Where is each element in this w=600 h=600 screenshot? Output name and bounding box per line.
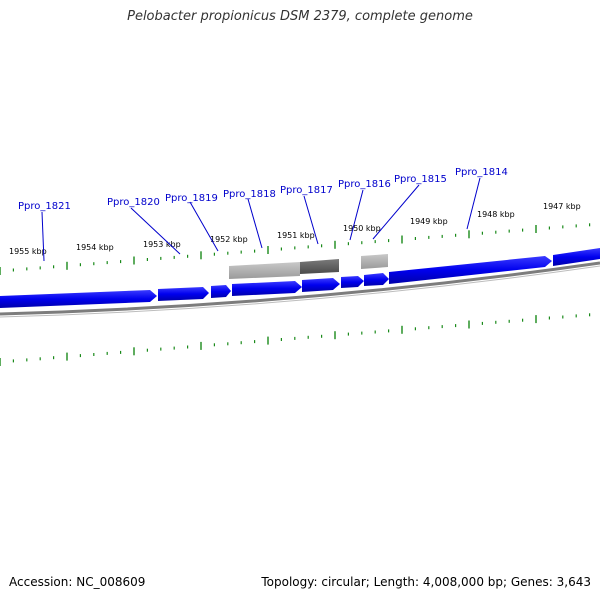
- gene-label-1819[interactable]: Ppro_1819: [165, 193, 218, 204]
- gene-arrow-1821[interactable]: [0, 290, 157, 308]
- tick-row-lower: [0, 313, 591, 366]
- feature-region-light[interactable]: [229, 262, 300, 279]
- genome-backbone-shadow: [0, 265, 600, 318]
- gene-arrow-next[interactable]: [553, 248, 600, 266]
- gene-arrow-1820[interactable]: [158, 287, 209, 301]
- gene-label-1815[interactable]: Ppro_1815: [394, 174, 447, 185]
- kbp-label-1952: 1952 kbp: [210, 235, 248, 244]
- gene-leader-lines: [41, 177, 481, 262]
- tick-row-upper: [0, 223, 591, 275]
- kbp-label-1948: 1948 kbp: [477, 210, 515, 219]
- gene-arrow-1814[interactable]: [389, 256, 552, 284]
- kbp-label-1947: 1947 kbp: [543, 202, 581, 211]
- genome-backbone: [0, 261, 600, 316]
- gene-arrow-1815[interactable]: [364, 273, 389, 286]
- kbp-label-1955: 1955 kbp: [9, 247, 47, 256]
- gene-arrow-1817[interactable]: [302, 278, 340, 292]
- genome-title: Pelobacter propionicus DSM 2379, complet…: [127, 9, 473, 24]
- kbp-label-1951: 1951 kbp: [277, 231, 315, 240]
- kbp-label-1950: 1950 kbp: [343, 224, 381, 233]
- feature-region-dark[interactable]: [300, 259, 339, 274]
- gene-arrow-1819[interactable]: [211, 285, 231, 298]
- kbp-label-1954: 1954 kbp: [76, 243, 114, 252]
- kbp-label-1949: 1949 kbp: [410, 217, 448, 226]
- kbp-label-1953: 1953 kbp: [143, 240, 181, 249]
- accession-text: Accession: NC_008609: [9, 575, 146, 589]
- gene-arrow-1816[interactable]: [341, 276, 364, 288]
- gene-label-1818[interactable]: Ppro_1818: [223, 189, 276, 200]
- gene-label-1820[interactable]: Ppro_1820: [107, 197, 160, 208]
- gene-label-1817[interactable]: Ppro_1817: [280, 185, 333, 196]
- feature-region-small[interactable]: [361, 254, 388, 269]
- gene-label-1821[interactable]: Ppro_1821: [18, 201, 71, 212]
- gene-label-1814[interactable]: Ppro_1814: [455, 167, 508, 178]
- gene-label-1816[interactable]: Ppro_1816: [338, 179, 391, 190]
- genome-summary-text: Topology: circular; Length: 4,008,000 bp…: [261, 575, 591, 589]
- gene-arrow-1818[interactable]: [232, 281, 302, 296]
